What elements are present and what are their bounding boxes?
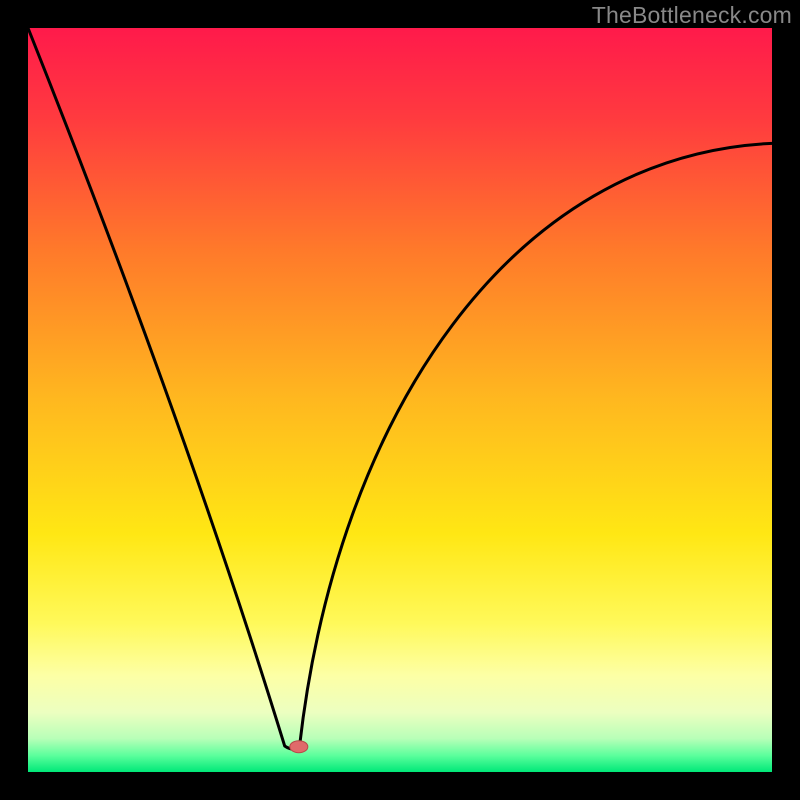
trough-marker bbox=[290, 741, 308, 753]
plot-background bbox=[28, 28, 772, 772]
plot-svg bbox=[28, 28, 772, 772]
chart-frame: TheBottleneck.com bbox=[0, 0, 800, 800]
watermark-text: TheBottleneck.com bbox=[592, 2, 792, 29]
plot-area bbox=[28, 28, 772, 772]
